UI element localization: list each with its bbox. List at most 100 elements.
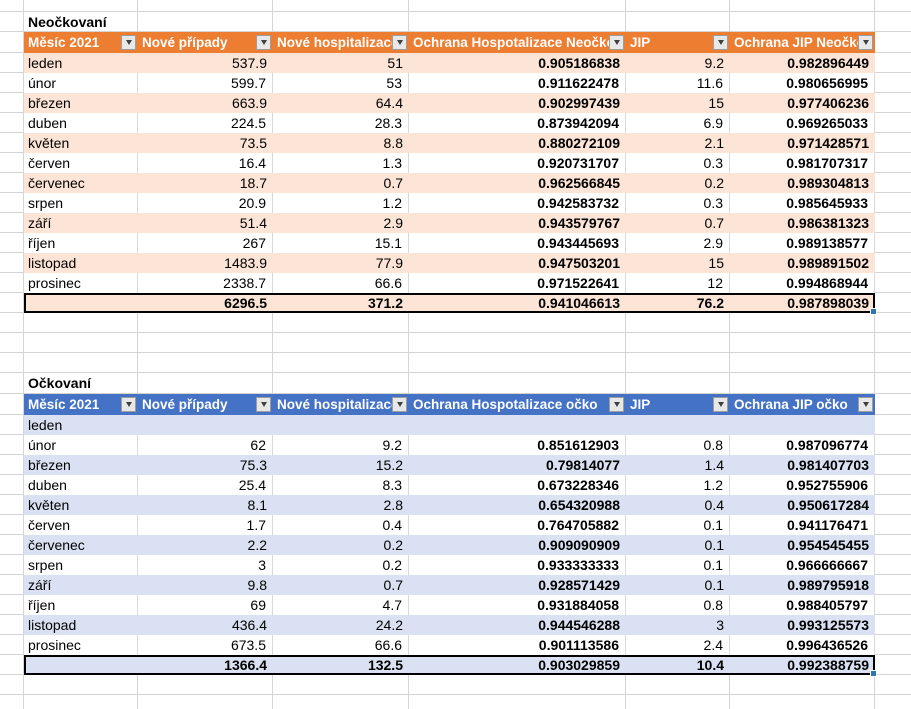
protection-jip-cell[interactable]: 0.985645933 — [730, 193, 875, 213]
new-cases-cell[interactable]: 436.4 — [138, 615, 273, 635]
column-header-protection-jip[interactable]: Ochrana JIP Neočko — [730, 32, 875, 53]
protection-hospitalization-cell[interactable]: 0.943445693 — [409, 233, 626, 253]
month-cell[interactable]: říjen — [24, 595, 138, 615]
cell-a[interactable] — [0, 655, 24, 675]
total-jip-cell[interactable]: 10.4 — [626, 655, 730, 675]
new-cases-cell[interactable]: 16.4 — [138, 153, 273, 173]
protection-hospitalization-cell[interactable]: 0.911622478 — [409, 73, 626, 93]
month-cell[interactable]: červen — [24, 153, 138, 173]
cell-a[interactable] — [0, 12, 24, 32]
protection-hospitalization-cell[interactable]: 0.873942094 — [409, 113, 626, 133]
filter-dropdown-icon[interactable] — [858, 35, 873, 50]
new-hospitalizations-cell[interactable]: 0.2 — [273, 555, 409, 575]
empty-cell[interactable] — [730, 373, 875, 394]
new-hospitalizations-cell[interactable]: 4.7 — [273, 595, 409, 615]
empty-cell[interactable] — [626, 353, 730, 373]
column-header-new-cases[interactable]: Nové případy — [138, 394, 273, 415]
protection-jip-cell[interactable]: 0.952755906 — [730, 475, 875, 495]
empty-cell[interactable] — [0, 0, 24, 12]
new-cases-cell[interactable]: 62 — [138, 435, 273, 455]
jip-cell[interactable] — [626, 415, 730, 435]
new-cases-cell[interactable]: 8.1 — [138, 495, 273, 515]
jip-cell[interactable]: 15 — [626, 253, 730, 273]
total-month-cell[interactable] — [24, 293, 138, 313]
cell-h[interactable] — [875, 253, 911, 273]
empty-cell[interactable] — [875, 675, 911, 695]
column-header-jip[interactable]: JIP — [626, 394, 730, 415]
new-cases-cell[interactable]: 673.5 — [138, 635, 273, 655]
cell-a[interactable] — [0, 173, 24, 193]
jip-cell[interactable]: 0.4 — [626, 495, 730, 515]
jip-cell[interactable]: 1.4 — [626, 455, 730, 475]
protection-jip-cell[interactable]: 0.988405797 — [730, 595, 875, 615]
total-new-hospitalizations-cell[interactable]: 371.2 — [273, 293, 409, 313]
empty-cell[interactable] — [730, 0, 875, 12]
month-cell[interactable]: duben — [24, 475, 138, 495]
empty-cell[interactable] — [24, 353, 138, 373]
protection-jip-cell[interactable]: 0.982896449 — [730, 53, 875, 73]
cell-h[interactable] — [875, 575, 911, 595]
protection-jip-cell[interactable]: 0.969265033 — [730, 113, 875, 133]
cell-a[interactable] — [0, 273, 24, 293]
protection-hospitalization-cell[interactable]: 0.901113586 — [409, 635, 626, 655]
total-jip-cell[interactable]: 76.2 — [626, 293, 730, 313]
new-cases-cell[interactable]: 18.7 — [138, 173, 273, 193]
cell-h[interactable] — [875, 293, 911, 313]
new-hospitalizations-cell[interactable]: 15.1 — [273, 233, 409, 253]
cell-a[interactable] — [0, 133, 24, 153]
month-cell[interactable]: březen — [24, 455, 138, 475]
jip-cell[interactable]: 0.1 — [626, 575, 730, 595]
cell-h[interactable] — [875, 655, 911, 675]
protection-jip-cell[interactable]: 0.994868944 — [730, 273, 875, 293]
month-cell[interactable]: září — [24, 575, 138, 595]
month-cell[interactable]: srpen — [24, 193, 138, 213]
jip-cell[interactable]: 0.8 — [626, 595, 730, 615]
empty-cell[interactable] — [273, 313, 409, 333]
jip-cell[interactable]: 0.1 — [626, 515, 730, 535]
empty-cell[interactable] — [409, 675, 626, 695]
jip-cell[interactable]: 0.3 — [626, 153, 730, 173]
protection-hospitalization-cell[interactable] — [409, 415, 626, 435]
jip-cell[interactable]: 0.2 — [626, 173, 730, 193]
empty-cell[interactable] — [138, 373, 273, 394]
protection-jip-cell[interactable]: 0.989304813 — [730, 173, 875, 193]
new-hospitalizations-cell[interactable]: 64.4 — [273, 93, 409, 113]
empty-cell[interactable] — [409, 0, 626, 12]
cell-a[interactable] — [0, 373, 24, 394]
cell-h[interactable] — [875, 635, 911, 655]
month-cell[interactable]: listopad — [24, 615, 138, 635]
filter-dropdown-icon[interactable] — [713, 35, 728, 50]
month-cell[interactable]: květen — [24, 133, 138, 153]
protection-jip-cell[interactable]: 0.989891502 — [730, 253, 875, 273]
cell-h[interactable] — [875, 73, 911, 93]
filter-dropdown-icon[interactable] — [121, 35, 136, 50]
new-hospitalizations-cell[interactable]: 24.2 — [273, 615, 409, 635]
new-hospitalizations-cell[interactable]: 1.3 — [273, 153, 409, 173]
protection-jip-cell[interactable]: 0.980656995 — [730, 73, 875, 93]
cell-h[interactable] — [875, 273, 911, 293]
empty-cell[interactable] — [273, 353, 409, 373]
cell-h[interactable] — [875, 535, 911, 555]
empty-cell[interactable] — [0, 353, 24, 373]
new-hospitalizations-cell[interactable]: 66.6 — [273, 635, 409, 655]
cell-a[interactable] — [0, 515, 24, 535]
month-cell[interactable]: únor — [24, 73, 138, 93]
protection-hospitalization-cell[interactable]: 0.962566845 — [409, 173, 626, 193]
column-header-protection-hospitalization[interactable]: Ochrana Hospotalizace Neočko — [409, 32, 626, 53]
empty-cell[interactable] — [24, 313, 138, 333]
new-cases-cell[interactable]: 9.8 — [138, 575, 273, 595]
protection-hospitalization-cell[interactable]: 0.944546288 — [409, 615, 626, 635]
cell-a[interactable] — [0, 193, 24, 213]
total-protection-jip-cell[interactable]: 0.987898039 — [730, 293, 875, 313]
cell-a[interactable] — [0, 615, 24, 635]
new-hospitalizations-cell[interactable]: 28.3 — [273, 113, 409, 133]
protection-jip-cell[interactable]: 0.941176471 — [730, 515, 875, 535]
protection-hospitalization-cell[interactable]: 0.851612903 — [409, 435, 626, 455]
new-hospitalizations-cell[interactable]: 0.2 — [273, 535, 409, 555]
empty-cell[interactable] — [273, 12, 409, 32]
new-cases-cell[interactable]: 20.9 — [138, 193, 273, 213]
filter-dropdown-icon[interactable] — [256, 397, 271, 412]
empty-cell[interactable] — [626, 695, 730, 709]
empty-cell[interactable] — [409, 12, 626, 32]
jip-cell[interactable]: 6.9 — [626, 113, 730, 133]
